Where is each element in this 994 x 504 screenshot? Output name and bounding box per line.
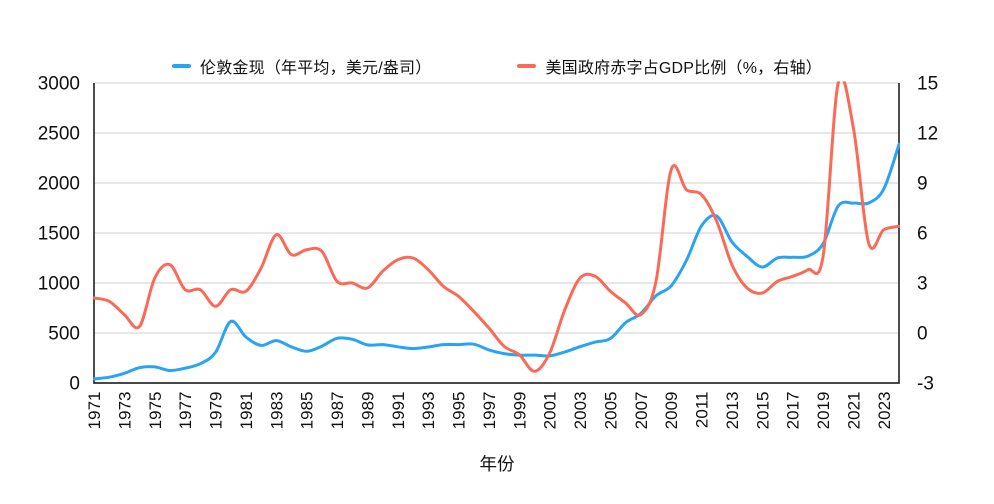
x-axis-tick-label: 2021 [844, 392, 863, 430]
x-axis-tick-label: 1991 [389, 392, 408, 430]
x-axis-tick-label: 1989 [358, 392, 377, 430]
x-axis-tick-label: 1973 [115, 392, 134, 430]
x-axis-tick-label: 2001 [541, 392, 560, 430]
x-axis-tick-label: 1981 [237, 392, 256, 430]
deficit-series-swatch-icon [517, 64, 537, 68]
right-axis-tick-label: 12 [917, 124, 938, 145]
right-axis-tick-label: 3 [917, 274, 928, 295]
gold-price-line [93, 142, 900, 381]
right-axis-tick-label: 15 [917, 74, 938, 95]
left-axis-tick-label: 3000 [38, 74, 80, 95]
x-axis-tick-label: 2009 [662, 392, 681, 430]
x-axis-tick-label: 2011 [693, 392, 712, 429]
x-axis-tick-label: 1985 [298, 392, 317, 430]
x-axis-tick-label: 2013 [723, 392, 742, 430]
x-axis-tick-label: 2005 [601, 392, 620, 430]
left-axis-tick-label: 1500 [38, 224, 80, 245]
x-axis-tick-label: 2017 [784, 392, 803, 430]
x-axis-tick-label: 2007 [632, 392, 651, 430]
gold-series-label: 伦敦金现（年平均，美元/盎司） [200, 60, 432, 77]
right-axis-tick-label: 6 [917, 224, 928, 245]
x-axis-tick-label: 1977 [176, 392, 195, 430]
series-layer [93, 81, 900, 381]
gold-series-swatch-icon [172, 64, 192, 68]
x-axis-tick-label: 1999 [510, 392, 529, 430]
x-axis-tick-label: 1983 [267, 392, 286, 430]
right-axis-tick-label: 9 [917, 174, 928, 195]
x-axis-tick-label: 2019 [814, 392, 833, 430]
x-axis-tick-label: 1971 [85, 392, 104, 430]
left-axis-tick-label: 2000 [38, 174, 80, 195]
left-axis-tick-label: 2500 [38, 124, 80, 145]
legend-item-gold[interactable]: 伦敦金现（年平均，美元/盎司） [172, 54, 431, 78]
deficit-series-label: 美国政府赤字占GDP比例（%，右轴） [545, 60, 822, 77]
right-axis-tick-label: -3 [917, 374, 934, 395]
left-axis-tick-label: 500 [48, 324, 80, 345]
chart-legend: 伦敦金现（年平均，美元/盎司） 美国政府赤字占GDP比例（%，右轴） [0, 54, 994, 78]
x-axis-tick-label: 1979 [207, 392, 226, 430]
left-axis-tick-label: 0 [69, 374, 80, 395]
deficit-ratio-line [93, 81, 900, 373]
x-axis-tick-label: 1997 [480, 392, 499, 430]
left-axis-tick-label: 1000 [38, 274, 80, 295]
legend-item-deficit[interactable]: 美国政府赤字占GDP比例（%，右轴） [517, 54, 822, 78]
axis-frame [93, 83, 900, 384]
x-axis-tick-label: 2015 [753, 392, 772, 430]
x-axis-tick-label: 1993 [419, 392, 438, 430]
x-axis-tick-label: 2003 [571, 392, 590, 430]
x-axis-title: 年份 [479, 454, 515, 474]
x-axis-tick-label: 2023 [875, 392, 894, 430]
x-axis-tick-label: 1975 [146, 392, 165, 430]
x-axis-tick-label: 1987 [328, 392, 347, 430]
right-axis-tick-label: 0 [917, 324, 928, 345]
x-axis-tick-label: 1995 [450, 392, 469, 430]
